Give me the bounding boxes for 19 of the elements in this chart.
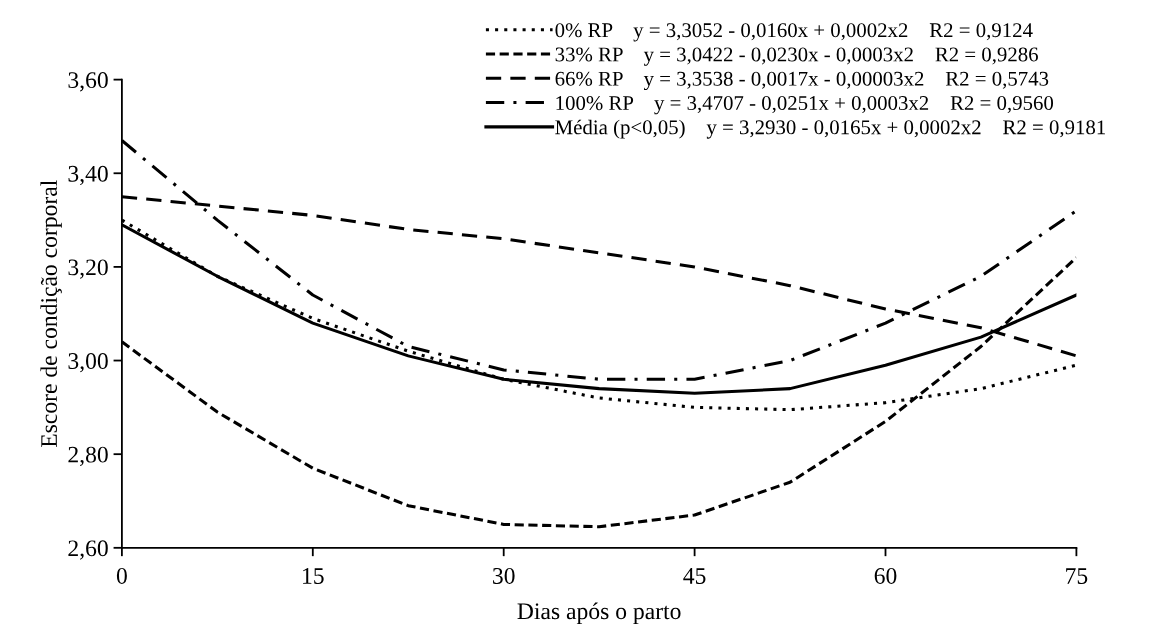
y-tick-label: 2,60: [68, 540, 108, 560]
y-tick-label: 3,20: [68, 259, 108, 279]
x-tick-label: 60: [874, 567, 897, 584]
y-tick-label: 2,80: [68, 446, 108, 466]
x-tick-label: 15: [303, 568, 324, 584]
y-tick-label: 3,40: [68, 165, 108, 186]
x-tick-label: 0: [116, 567, 127, 584]
x-axis-title: Dias após o parto: [517, 602, 681, 625]
legend-label: 100% RP y = 3,4707 - 0,0251x + 0,0003x2 R2 = 0,9560: [556, 96, 1054, 115]
y-axis-title: Escore de condição corporal: [40, 180, 62, 448]
legend-label: 33% RP y = 3,0422 - 0,0230x - 0,0003x2 R2 = 0,9286: [555, 47, 1038, 66]
x-tick-label: 30: [493, 567, 515, 584]
legend-label: 66% RP y = 3,3538 - 0,0017x - 0,00003x2 R2 = 0,5743: [555, 71, 1049, 91]
y-tick-label: 3,60: [68, 72, 108, 92]
x-tick-label: 45: [683, 568, 706, 584]
legend-label: 0% RP y = 3,3052 - 0,0160x + 0,0002x2 R2 = 0,9124: [555, 23, 1033, 42]
x-tick-label: 75: [1066, 568, 1088, 584]
legend-label: Média (p<0,05) y = 3,2930 - 0,0165x + 0,0002x2 R2 = 0,9181: [555, 119, 1105, 139]
y-tick-label: 3,00: [68, 353, 108, 373]
